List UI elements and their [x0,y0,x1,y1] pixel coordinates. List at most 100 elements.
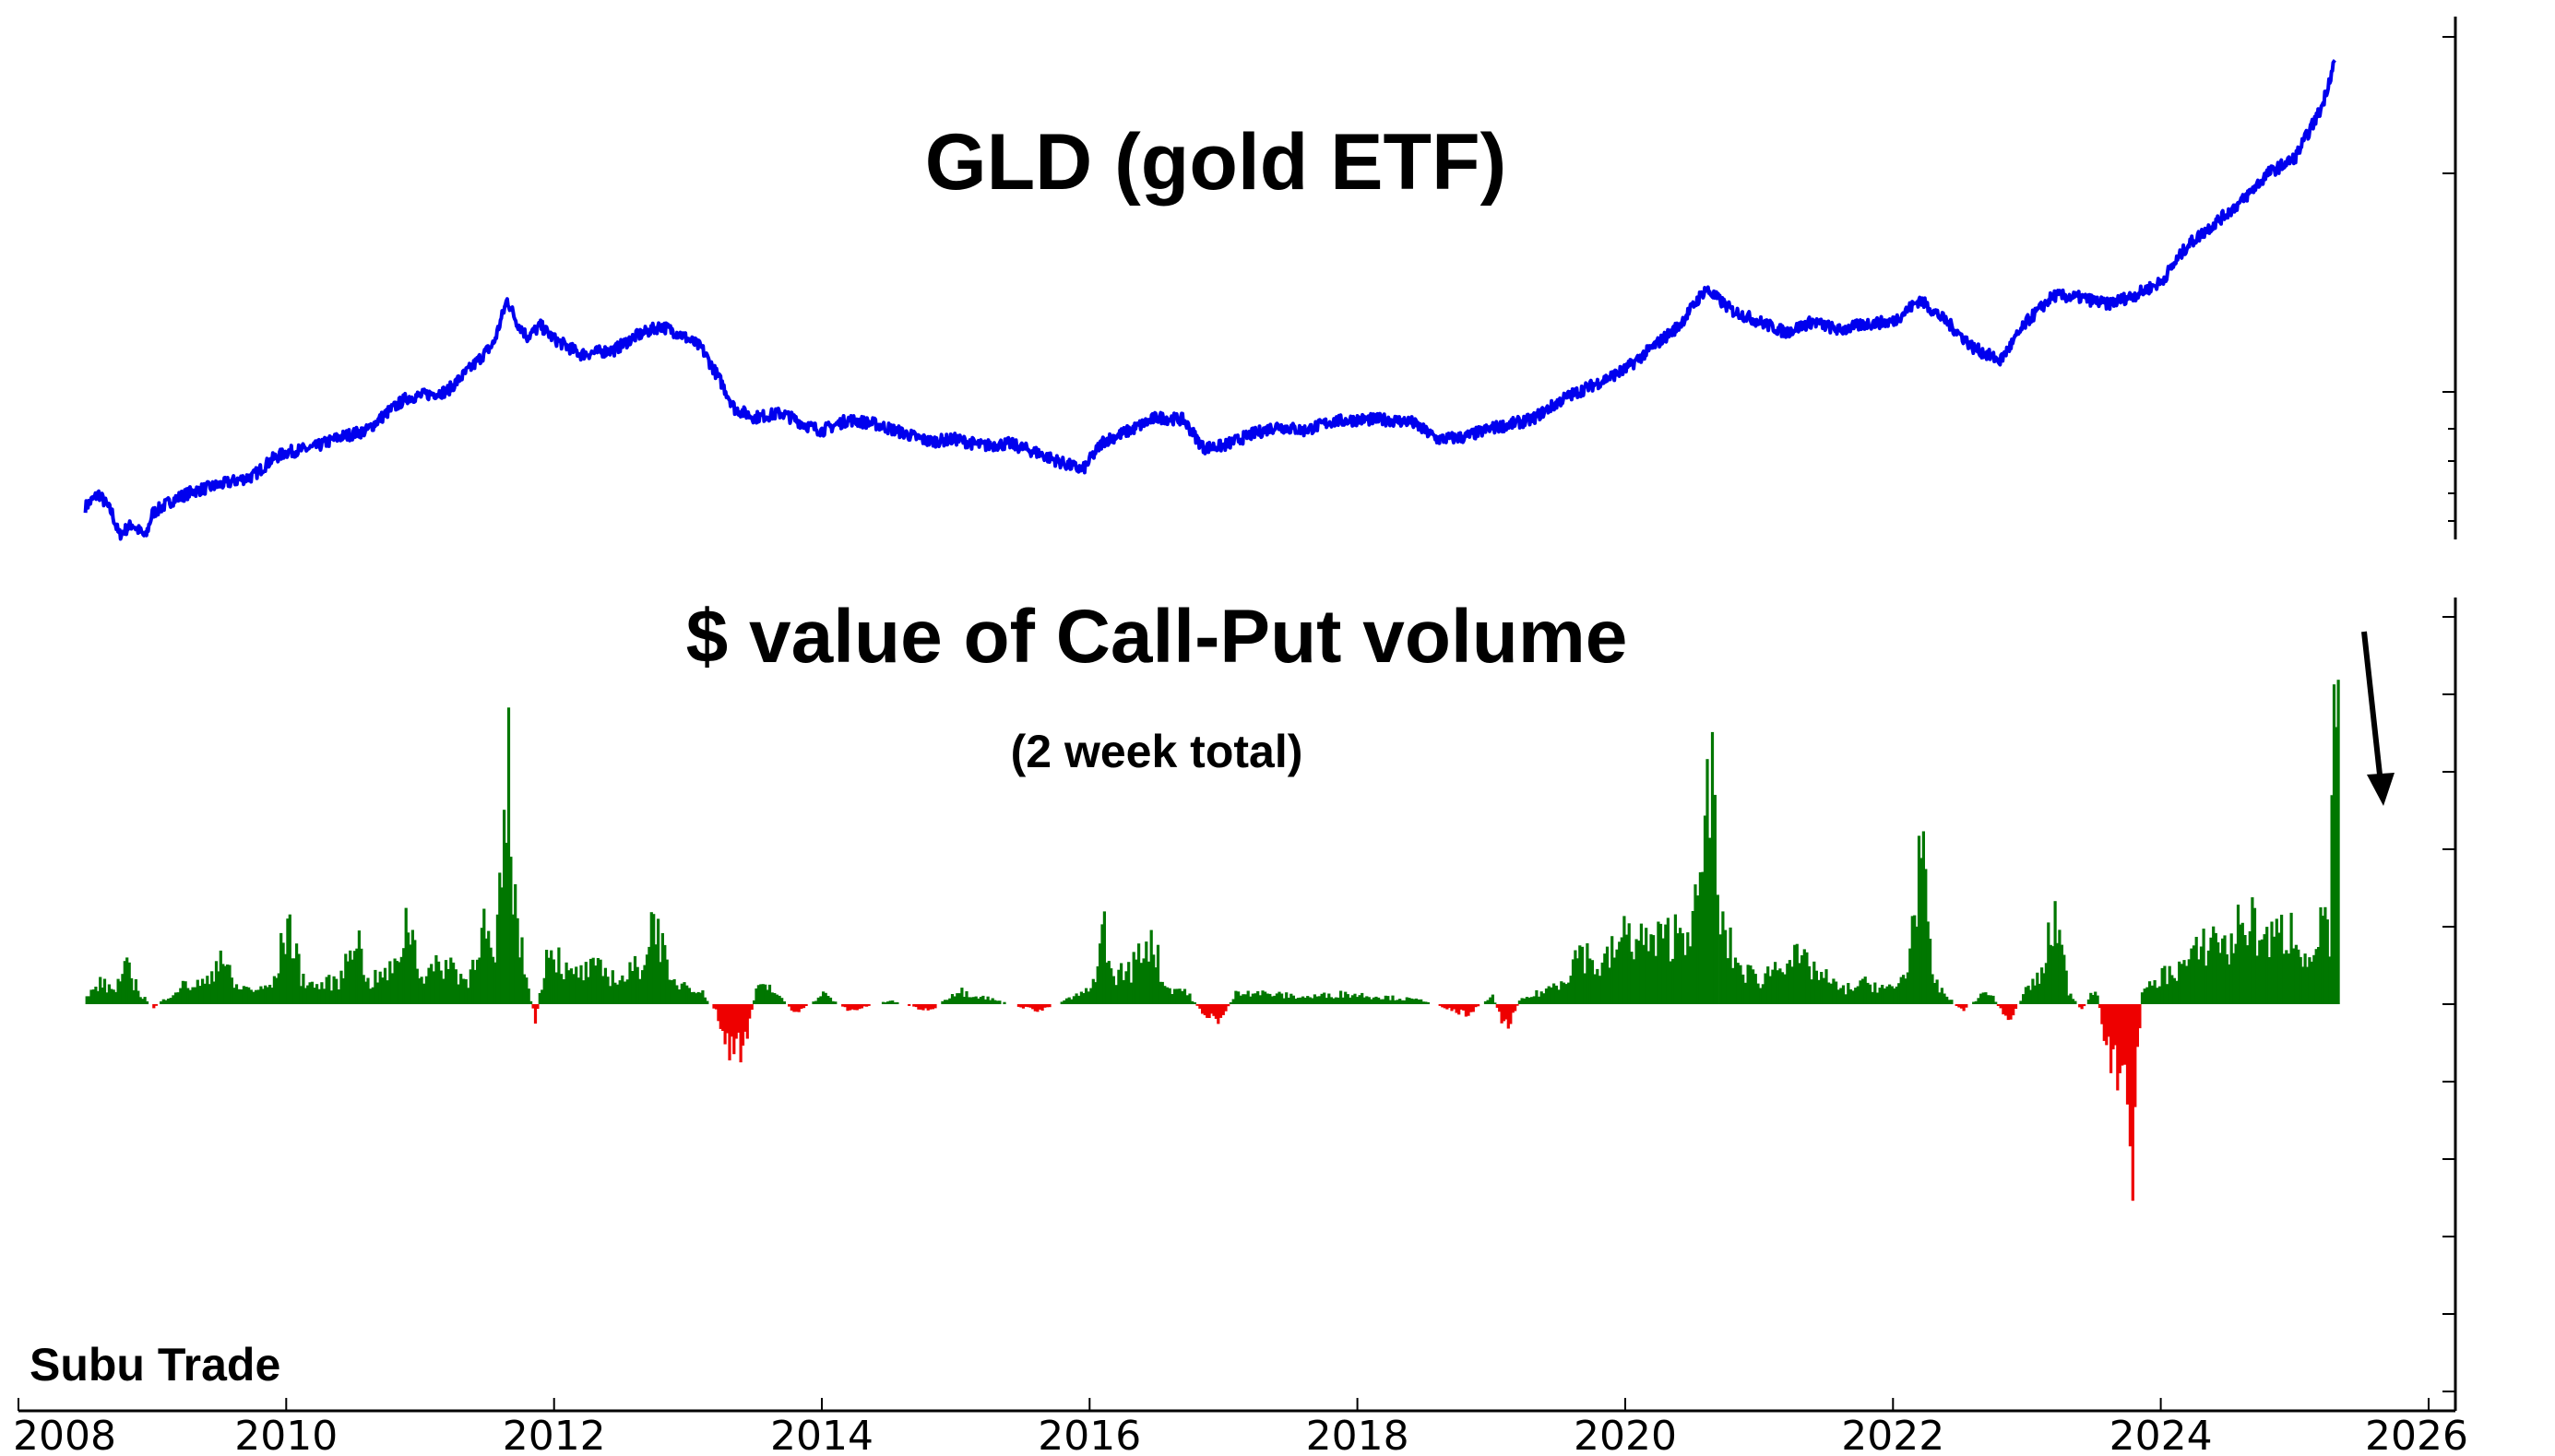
call-put-bar-positive [1346,994,1349,1004]
call-put-bar-negative [2135,1004,2139,1048]
call-put-bar-positive [1802,949,1806,1004]
call-put-bar-positive [415,968,419,1004]
call-put-bar-positive [550,950,553,1004]
call-put-bar-negative [2118,1004,2121,1073]
call-put-bar-positive [2246,945,2250,1004]
call-put-bar-positive [1285,992,1289,1004]
call-put-bar-negative [846,1004,850,1012]
call-put-bar-positive [2194,937,2198,1004]
call-put-bar-negative [1515,1004,1519,1006]
call-put-bar-positive [953,996,957,1004]
call-put-bar-positive [1396,1000,1399,1004]
call-put-bar-positive [1412,999,1416,1004]
call-put-bar-positive [315,984,319,1004]
call-put-bar-positive [881,1001,885,1004]
call-put-bar-positive [1278,991,1281,1004]
call-put-bar-positive [1646,951,1650,1004]
x-tick-label: 2008 [13,1413,116,1456]
call-put-bar-positive [977,998,980,1004]
call-put-bar-positive [1924,869,1928,1004]
call-put-bar-positive [517,957,522,1004]
call-put-bar-positive [2185,965,2189,1004]
call-put-bar-positive [1231,999,1235,1004]
call-put-bar-positive [467,988,470,1004]
call-put-bar-positive [1323,992,1326,1004]
call-put-bar-positive [1778,968,1782,1004]
call-put-bar-negative [152,1004,156,1009]
call-put-bar-positive [172,995,175,1004]
call-put-bar-positive [404,907,408,1004]
call-put-bar-positive [1560,981,1563,1004]
call-put-bar-positive [255,989,258,1004]
call-put-bar-positive [587,977,590,1004]
call-put-bar-positive [1525,997,1528,1004]
call-put-bar-positive [1590,960,1594,1004]
call-put-bar-positive [1547,986,1551,1004]
call-put-bar-positive [648,946,651,1004]
call-put-bar-positive [2062,954,2066,1004]
call-put-bar-positive [2248,931,2252,1004]
call-put-bar-positive [509,857,513,1004]
call-put-bar-positive [1906,972,1909,1004]
call-put-bar-positive [506,707,511,1004]
call-put-bar-positive [114,991,118,1004]
call-put-bar-positive [1258,995,1262,1004]
call-put-bar-positive [1917,835,1921,1004]
call-put-bar-positive [675,985,679,1004]
call-put-bar-negative [843,1004,847,1008]
call-put-bar-positive [2265,927,2269,1004]
call-put-bar-positive [613,982,617,1004]
call-put-bar-positive [665,959,669,1004]
call-put-bar-positive [138,997,142,1004]
call-put-bar-positive [1237,991,1241,1004]
call-put-bar-positive [1736,963,1740,1004]
call-put-bar-positive [1866,982,1870,1004]
call-put-bar-negative [1038,1004,1042,1010]
call-put-bar-positive [1313,994,1316,1004]
call-put-bar-positive [352,951,357,1004]
call-put-bar-positive [244,987,248,1004]
call-put-bar-negative [1048,1004,1052,1008]
call-put-bar-positive [1091,978,1095,1004]
call-put-bar-positive [2199,946,2204,1004]
call-put-bar-positive [217,971,220,1004]
call-put-bar-positive [2260,939,2264,1004]
call-put-bar-negative [2109,1004,2113,1073]
call-put-bar-positive [1718,934,1722,1004]
call-put-bar-positive [1783,974,1787,1004]
call-put-bar-positive [346,961,350,1004]
call-put-bar-positive [1776,970,1779,1004]
call-put-bar-positive [1296,998,1301,1004]
call-put-bar-positive [1810,979,1813,1004]
call-put-bar-positive [1979,993,1983,1004]
call-put-bar-positive [355,948,359,1004]
call-put-bar-positive [1836,989,1840,1004]
call-put-bar-negative [1224,1004,1228,1012]
call-put-bar-positive [2058,929,2062,1004]
call-put-bar-positive [1885,986,1889,1004]
call-put-bar-positive [437,961,441,1004]
call-put-bar-positive [1082,992,1086,1004]
call-put-bar-positive [1243,994,1248,1004]
call-put-bar-negative [1474,1004,1478,1008]
call-put-bar-positive [1486,1000,1490,1004]
call-put-bar-positive [226,965,230,1004]
call-put-bar-positive [1986,995,1991,1004]
call-put-bar-positive [297,953,301,1004]
call-put-bar-positive [1289,993,1293,1004]
x-tick-label: 2020 [1574,1413,1677,1456]
call-put-bar-positive [1003,1001,1006,1004]
call-put-bar-positive [1320,993,1324,1004]
call-put-bar-positive [329,990,333,1004]
call-put-bar-positive [1085,988,1088,1004]
call-put-bar-positive [137,990,140,1004]
call-put-bar-positive [335,978,339,1004]
call-put-bar-negative [1443,1004,1446,1009]
call-put-bar-positive [275,977,279,1004]
call-put-bar-positive [1191,1000,1194,1004]
call-put-bar-negative [2097,1004,2102,1009]
call-put-bar-positive [1365,996,1369,1004]
call-put-bar-positive [390,973,394,1004]
call-put-bar-positive [770,992,774,1004]
call-put-bar-positive [288,914,291,1004]
